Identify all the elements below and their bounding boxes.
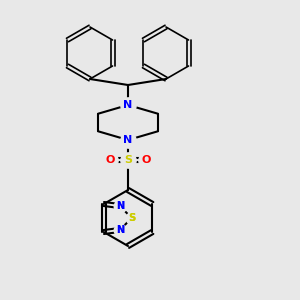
- Text: N: N: [123, 100, 133, 110]
- Text: S: S: [124, 155, 132, 165]
- Text: N: N: [116, 225, 124, 235]
- Text: N: N: [123, 135, 133, 145]
- Text: O: O: [141, 155, 151, 165]
- Text: O: O: [105, 155, 115, 165]
- Text: N: N: [116, 201, 124, 211]
- Text: S: S: [128, 213, 136, 223]
- Text: N: N: [116, 201, 124, 211]
- Text: S: S: [128, 213, 135, 223]
- Text: N: N: [116, 225, 124, 235]
